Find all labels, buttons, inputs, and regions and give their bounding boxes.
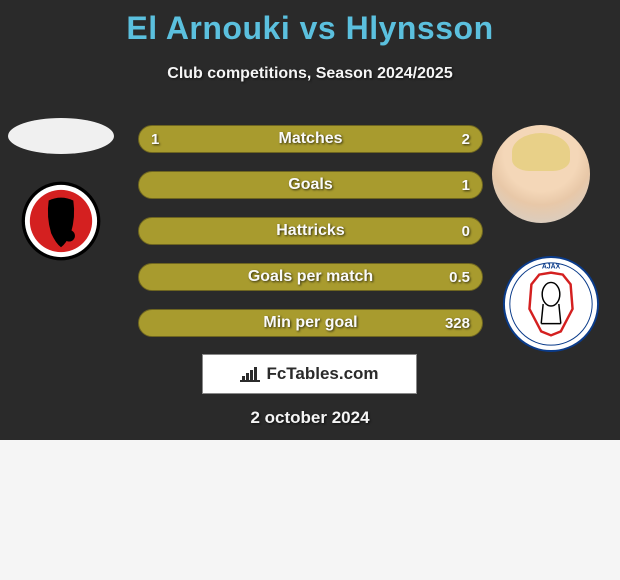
brand-label: FcTables.com <box>266 364 378 384</box>
club-right-crest: AJAX <box>502 255 600 353</box>
stat-right-value: 0.5 <box>449 269 470 286</box>
subtitle: Club competitions, Season 2024/2025 <box>0 65 620 83</box>
page-title: El Arnouki vs Hlynsson <box>0 0 620 47</box>
lower-panel <box>0 440 620 580</box>
stat-row-matches: 1 Matches 2 <box>138 125 483 153</box>
stat-right-value: 2 <box>462 131 470 148</box>
stat-row-min-per-goal: Min per goal 328 <box>138 309 483 337</box>
stat-label: Goals <box>139 176 482 194</box>
player-right-avatar <box>492 125 590 223</box>
club-left-crest <box>20 180 102 262</box>
avatar-hair <box>512 133 570 171</box>
stat-label: Goals per match <box>139 268 482 286</box>
stat-row-goals-per-match: Goals per match 0.5 <box>138 263 483 291</box>
stat-right-value: 0 <box>462 223 470 240</box>
player-left-avatar <box>8 118 114 154</box>
date-label: 2 october 2024 <box>0 408 620 428</box>
stats-bars: 1 Matches 2 Goals 1 Hattricks 0 Goals pe… <box>138 125 483 355</box>
stat-row-goals: Goals 1 <box>138 171 483 199</box>
stat-label: Matches <box>139 130 482 148</box>
brand-badge: FcTables.com <box>202 354 417 394</box>
stat-right-value: 1 <box>462 177 470 194</box>
stat-row-hattricks: Hattricks 0 <box>138 217 483 245</box>
stat-label: Hattricks <box>139 222 482 240</box>
chart-icon <box>240 366 260 382</box>
svg-text:AJAX: AJAX <box>542 264 561 271</box>
stat-right-value: 328 <box>445 315 470 332</box>
stat-label: Min per goal <box>139 314 482 332</box>
